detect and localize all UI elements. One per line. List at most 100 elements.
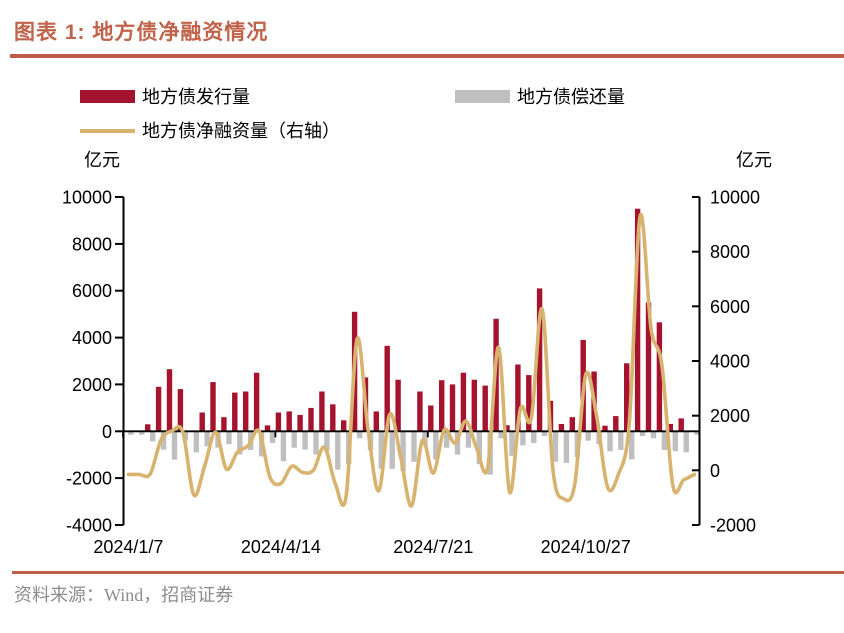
issuance-bar (330, 404, 336, 432)
issuance-bar (634, 208, 641, 432)
issuance-bar (439, 380, 445, 432)
issuance-bar (460, 372, 467, 432)
issuance-bar (319, 391, 325, 432)
figure-title: 图表 1: 地方债净融资情况 (14, 21, 269, 44)
repayment-bar (378, 431, 384, 469)
repayment-bar (650, 431, 657, 439)
repayment-bar (433, 431, 439, 460)
repayment-bar (411, 431, 417, 462)
issuance-bar (166, 369, 173, 432)
combo-chart: -4000 -2000 0 2000 4000 6000 8000 10000 -2000 0 20… (62, 188, 760, 558)
repayment-bar (454, 431, 461, 455)
source-note: 资料来源：Wind，招商证券 (14, 585, 234, 605)
issuance-bar (558, 424, 565, 432)
legend-item-net: 地方债净融资量（右轴） (80, 117, 340, 143)
title-rule (10, 54, 844, 58)
left-axis-tick-label: -4000 (66, 516, 112, 536)
repayment-bar (204, 431, 210, 447)
issuance-bar (177, 389, 184, 432)
right-axis-tick-label: 4000 (710, 352, 750, 372)
issuance-bar (526, 375, 532, 432)
repayment-bar (618, 431, 624, 450)
repayment-bar (171, 431, 178, 460)
legend-item-repayment: 地方债偿还量 (455, 83, 625, 109)
repayment-bar (683, 431, 689, 453)
left-axis-tick-label: -2000 (66, 469, 112, 489)
issuance-bar (199, 412, 205, 432)
issuance-bar (471, 379, 477, 432)
repayment-bar (389, 431, 395, 469)
issuance-bar (275, 412, 282, 432)
issuance-swatch-icon (80, 89, 135, 103)
repayment-bar (160, 431, 167, 450)
legend-label: 地方债发行量 (142, 87, 250, 107)
repayment-bar (324, 431, 330, 452)
repayment-bar (237, 431, 243, 455)
issuance-bar (210, 382, 216, 432)
issuance-bar (569, 417, 575, 432)
issuance-bar (515, 364, 521, 432)
repayment-bar (607, 431, 613, 452)
issuance-bar (536, 288, 543, 432)
repayment-bar (128, 431, 134, 435)
repayment-bar (356, 431, 363, 439)
right-axis-tick-label: 6000 (710, 297, 750, 317)
right-axis-tick-label: -2000 (710, 516, 756, 536)
issuance-bar (417, 391, 423, 432)
x-axis-label: 2024/7/21 (393, 537, 473, 557)
repayment-bar (629, 431, 635, 460)
repayment-bar (661, 431, 668, 450)
issuance-bar (624, 363, 630, 432)
left-axis-tick-label: 6000 (72, 281, 112, 301)
right-axis-tick-label: 10000 (710, 188, 760, 208)
repayment-bar (291, 431, 297, 448)
right-axis-tick-label: 0 (710, 461, 720, 481)
repayment-bar (280, 431, 287, 462)
footer-rule (12, 571, 844, 574)
repayment-bar (509, 431, 515, 456)
right-axis-tick-label: 8000 (710, 242, 750, 262)
issuance-bar (613, 416, 619, 432)
issuance-bar (678, 418, 684, 432)
issuance-bar (232, 392, 238, 432)
repayment-bar (531, 431, 537, 443)
x-axis-label: 2024/1/7 (93, 537, 163, 557)
left-axis-tick-label: 0 (102, 422, 112, 442)
x-axis-label: 2024/4/14 (241, 537, 321, 557)
net-financing-line (126, 212, 697, 508)
issuance-bar (602, 425, 608, 432)
repayment-bar (150, 431, 156, 442)
repayment-bar (498, 431, 504, 439)
left-axis-tick-label: 10000 (62, 188, 112, 208)
issuance-bar (286, 411, 292, 432)
repayment-swatch-icon (455, 89, 510, 103)
repayment-bar (639, 431, 646, 436)
issuance-bar (145, 424, 151, 432)
repayment-bar (694, 431, 700, 435)
x-axis-label: 2024/10/27 (541, 537, 631, 557)
legend-label: 地方债偿还量 (517, 87, 625, 107)
issuance-bar (482, 385, 488, 432)
issuance-bar (384, 345, 390, 432)
issuance-bar (297, 414, 303, 432)
repayment-bar (444, 431, 450, 448)
issuance-bar (308, 407, 314, 432)
repayment-bar (193, 431, 199, 453)
repayment-bar (400, 431, 406, 472)
repayment-bar (520, 431, 526, 446)
issuance-bar (656, 322, 663, 432)
legend-label: 地方债净融资量（右轴） (142, 121, 340, 141)
issuance-bar (221, 417, 227, 432)
issuance-bar (264, 425, 271, 432)
legend-item-issuance: 地方债发行量 (80, 83, 250, 109)
repayment-bar (585, 431, 591, 441)
repayment-bar (226, 431, 232, 445)
net-line-swatch-icon (80, 128, 135, 134)
issuance-bar (428, 405, 434, 432)
repayment-bar (139, 431, 145, 435)
left-axis-unit: 亿元 (84, 150, 120, 170)
left-axis-tick-label: 2000 (72, 375, 112, 395)
repayment-bar (335, 431, 341, 470)
issuance-bar (373, 411, 379, 432)
repayment-bar (422, 431, 428, 446)
